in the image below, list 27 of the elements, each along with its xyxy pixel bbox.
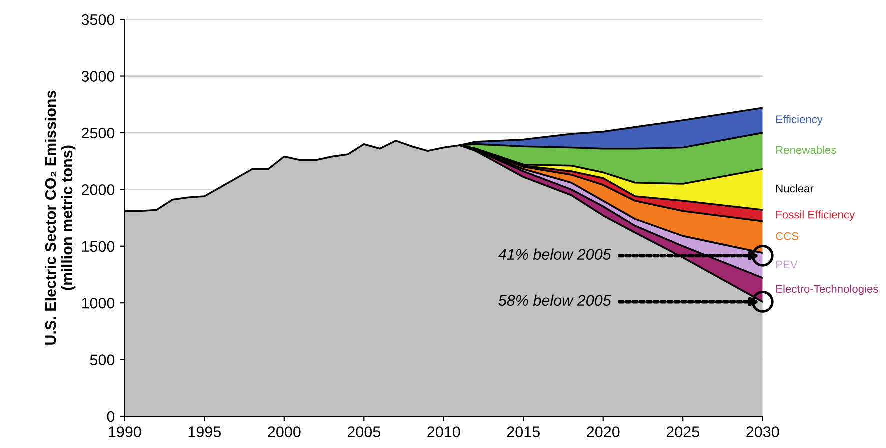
series-label: CCS bbox=[776, 232, 799, 240]
x-tick-label: 2020 bbox=[587, 426, 620, 438]
series-label: PEV bbox=[776, 260, 798, 269]
x-tick-label: 1995 bbox=[188, 426, 222, 438]
series-label: Electro-Technologies bbox=[776, 284, 878, 296]
x-tick-label: 1990 bbox=[109, 426, 142, 438]
series-label: Renewables bbox=[776, 146, 836, 154]
y-tick-label: 1000 bbox=[82, 298, 115, 309]
y-tick-label: 3500 bbox=[82, 14, 115, 26]
series-label: Nuclear bbox=[776, 184, 814, 193]
series-label: Fossil Efficiency bbox=[776, 210, 856, 221]
y-tick-label: 3000 bbox=[82, 71, 115, 82]
x-tick-label: 2025 bbox=[666, 426, 700, 438]
annotation: 58% below 2005 bbox=[498, 294, 612, 306]
y-tick-label: 2500 bbox=[82, 128, 115, 139]
x-tick-label: 2005 bbox=[348, 426, 380, 438]
x-tick-label: 2000 bbox=[268, 426, 301, 438]
y-tick-label: 500 bbox=[90, 354, 115, 366]
y-tick-label: 2000 bbox=[82, 184, 115, 196]
y-tick-label: 1500 bbox=[82, 241, 115, 252]
annotation: 41% below 2005 bbox=[498, 248, 612, 260]
y-tick-label: 0 bbox=[107, 411, 115, 422]
y-axis-title: U.S. Electric Sector CO₂ Emissions (million metric tons) bbox=[44, 90, 76, 345]
x-tick-label: 2015 bbox=[507, 426, 540, 438]
x-tick-label: 2010 bbox=[428, 426, 460, 438]
x-tick-label: 2030 bbox=[746, 426, 780, 438]
series-label: Efficiency bbox=[776, 115, 823, 126]
